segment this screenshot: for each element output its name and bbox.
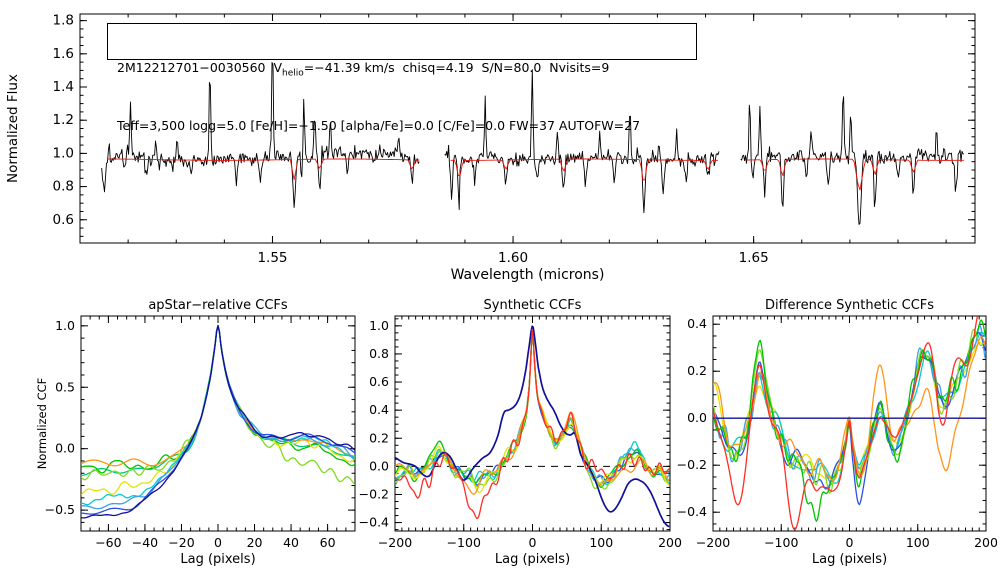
y-tick-label: 1.8 bbox=[53, 13, 74, 29]
x-tick-label: 60 bbox=[320, 535, 336, 550]
x-tick-label: 100 bbox=[906, 535, 930, 550]
y-tick-label: 0.2 bbox=[687, 363, 707, 378]
x-tick-label: −40 bbox=[132, 535, 158, 550]
spectrum-info-box: 2M12212701−0030560 Vhelio=−41.39 km/s ch… bbox=[107, 23, 697, 133]
y-tick-label: 0.0 bbox=[687, 410, 707, 425]
y-tick-label: 0.6 bbox=[369, 374, 389, 389]
x-tick-label: 1.55 bbox=[257, 250, 287, 266]
x-tick-label: −60 bbox=[95, 535, 121, 550]
y-tick-label: −0.4 bbox=[677, 504, 707, 519]
x-axis-label: Wavelength (microns) bbox=[451, 267, 605, 283]
panel-title: Difference Synthetic CCFs bbox=[765, 298, 934, 313]
ccf-curve-visit-yellow bbox=[395, 329, 670, 493]
y-axis-label: Normalized Flux bbox=[5, 74, 21, 183]
y-tick-label: 0.6 bbox=[53, 212, 74, 228]
info-line-2: Teff=3,500 logg=5.0 [Fe/H]=−1.50 [alpha/… bbox=[117, 117, 641, 133]
x-tick-label: 200 bbox=[658, 535, 682, 550]
info-line-1: 2M12212701−0030560 Vhelio=−41.39 km/s ch… bbox=[117, 59, 696, 83]
x-tick-label: 0 bbox=[529, 535, 537, 550]
x-tick-label: 1.60 bbox=[498, 250, 528, 266]
vhelio-subscript: helio bbox=[282, 68, 304, 79]
y-tick-label: 0.4 bbox=[369, 402, 389, 417]
ccf-curve-combined-navy bbox=[395, 325, 670, 528]
y-tick-label: 0.4 bbox=[687, 316, 707, 331]
axes-box bbox=[394, 315, 671, 532]
ccf-curve-visit-chartreuse bbox=[395, 328, 670, 490]
x-tick-label: 0 bbox=[214, 535, 222, 550]
y-tick-label: 0.8 bbox=[53, 179, 74, 195]
ccf-curve-visit-orange bbox=[713, 336, 986, 481]
y-tick-label: −0.4 bbox=[359, 515, 389, 530]
ccf-curve-visit-cyan bbox=[81, 325, 355, 506]
x-axis-label: Lag (pixels) bbox=[812, 552, 887, 567]
diff_ccf-curves bbox=[713, 316, 986, 531]
y-tick-label: 1.6 bbox=[53, 46, 74, 62]
ccf-curve-visit-red bbox=[395, 328, 670, 520]
y-tick-label: −0.2 bbox=[359, 486, 389, 501]
y-tick-label: 1.0 bbox=[53, 145, 74, 161]
panel-apstar_ccf: −60 −40 −20 0 20 40 60 −0.5 0.0 0.5 1.0 apStar−rela… bbox=[35, 298, 356, 567]
spectrum-model-seg1 bbox=[107, 158, 420, 181]
y-tick-label: 0.0 bbox=[369, 458, 389, 473]
ccf-curve-visit-skyblue bbox=[81, 324, 355, 510]
x-tick-label: 40 bbox=[283, 535, 299, 550]
x-tick-label: −200 bbox=[696, 535, 730, 550]
y-tick-label: 0.0 bbox=[55, 441, 75, 456]
x-axis-label: Lag (pixels) bbox=[495, 552, 570, 567]
ccf-curve-visit-yellow bbox=[713, 341, 986, 479]
x-tick-label: 0 bbox=[846, 535, 854, 550]
x-tick-label: −20 bbox=[168, 535, 194, 550]
spectrum-model-seg2 bbox=[450, 158, 718, 181]
ccf-curve-visit-teal bbox=[81, 324, 355, 477]
ccf-curve-visit-red bbox=[713, 316, 979, 531]
y-tick-label: 1.4 bbox=[53, 79, 74, 95]
x-tick-label: 20 bbox=[247, 535, 263, 550]
y-axis-label: Normalized CCF bbox=[35, 378, 49, 470]
x-tick-label: −100 bbox=[447, 535, 481, 550]
panel-title: Synthetic CCFs bbox=[484, 298, 582, 313]
panel-title: apStar−relative CCFs bbox=[148, 298, 288, 313]
x-tick-label: 1.65 bbox=[739, 250, 769, 266]
x-tick-label: −100 bbox=[764, 535, 798, 550]
y-tick-label: −0.2 bbox=[677, 457, 707, 472]
y-tick-label: 0.2 bbox=[369, 430, 389, 445]
x-tick-label: −200 bbox=[378, 535, 412, 550]
x-axis-label: Lag (pixels) bbox=[180, 552, 255, 567]
x-tick-label: 200 bbox=[974, 535, 998, 550]
spectrum-model-seg3 bbox=[746, 158, 964, 191]
synth_ccf-curves bbox=[395, 325, 670, 528]
y-tick-label: 1.0 bbox=[55, 318, 75, 333]
y-tick-label: 0.5 bbox=[55, 379, 75, 394]
panel-synth_ccf: −200 −100 0 100 200 −0.4 −0.2 0.0 0.2 0.4 0.6 0.8 1.… bbox=[359, 298, 682, 567]
ccf-curve-visit-chartreuse bbox=[81, 325, 355, 485]
ccf-curve-visit-blue bbox=[81, 325, 355, 515]
ccf-curve-visit-green bbox=[81, 324, 355, 474]
spectrum-curves bbox=[101, 61, 964, 225]
fit-stats: =−41.39 km/s chisq=4.19 S/N=80.0 Nvisits… bbox=[303, 60, 610, 75]
y-tick-label: 1.2 bbox=[53, 112, 74, 128]
ccf-curve-visit-navy bbox=[81, 325, 355, 519]
apstar_ccf-curves bbox=[81, 324, 355, 519]
y-tick-label: −0.5 bbox=[45, 502, 75, 517]
spectrum-data-seg1 bbox=[101, 61, 420, 208]
ccf-curve-visit-yellow bbox=[81, 325, 355, 496]
axes-box bbox=[80, 315, 356, 532]
spectrum-data-seg3 bbox=[740, 96, 964, 225]
y-tick-label: 0.8 bbox=[369, 346, 389, 361]
panel-diff_ccf: −200 −100 0 100 200 −0.4 −0.2 0.0 0.2 0.4 Differen… bbox=[677, 298, 998, 567]
x-tick-label: 100 bbox=[589, 535, 613, 550]
y-tick-label: 1.0 bbox=[369, 318, 389, 333]
star-id-and-vhelio: 2M12212701−0030560 V bbox=[117, 60, 283, 75]
panel-spectrum: 1.55 1.60 1.65 0.6 0.8 1.0 1.2 1.4 1.6 1.8 Wavelen… bbox=[5, 13, 976, 283]
ccf-curve-visit-orange bbox=[395, 328, 670, 495]
